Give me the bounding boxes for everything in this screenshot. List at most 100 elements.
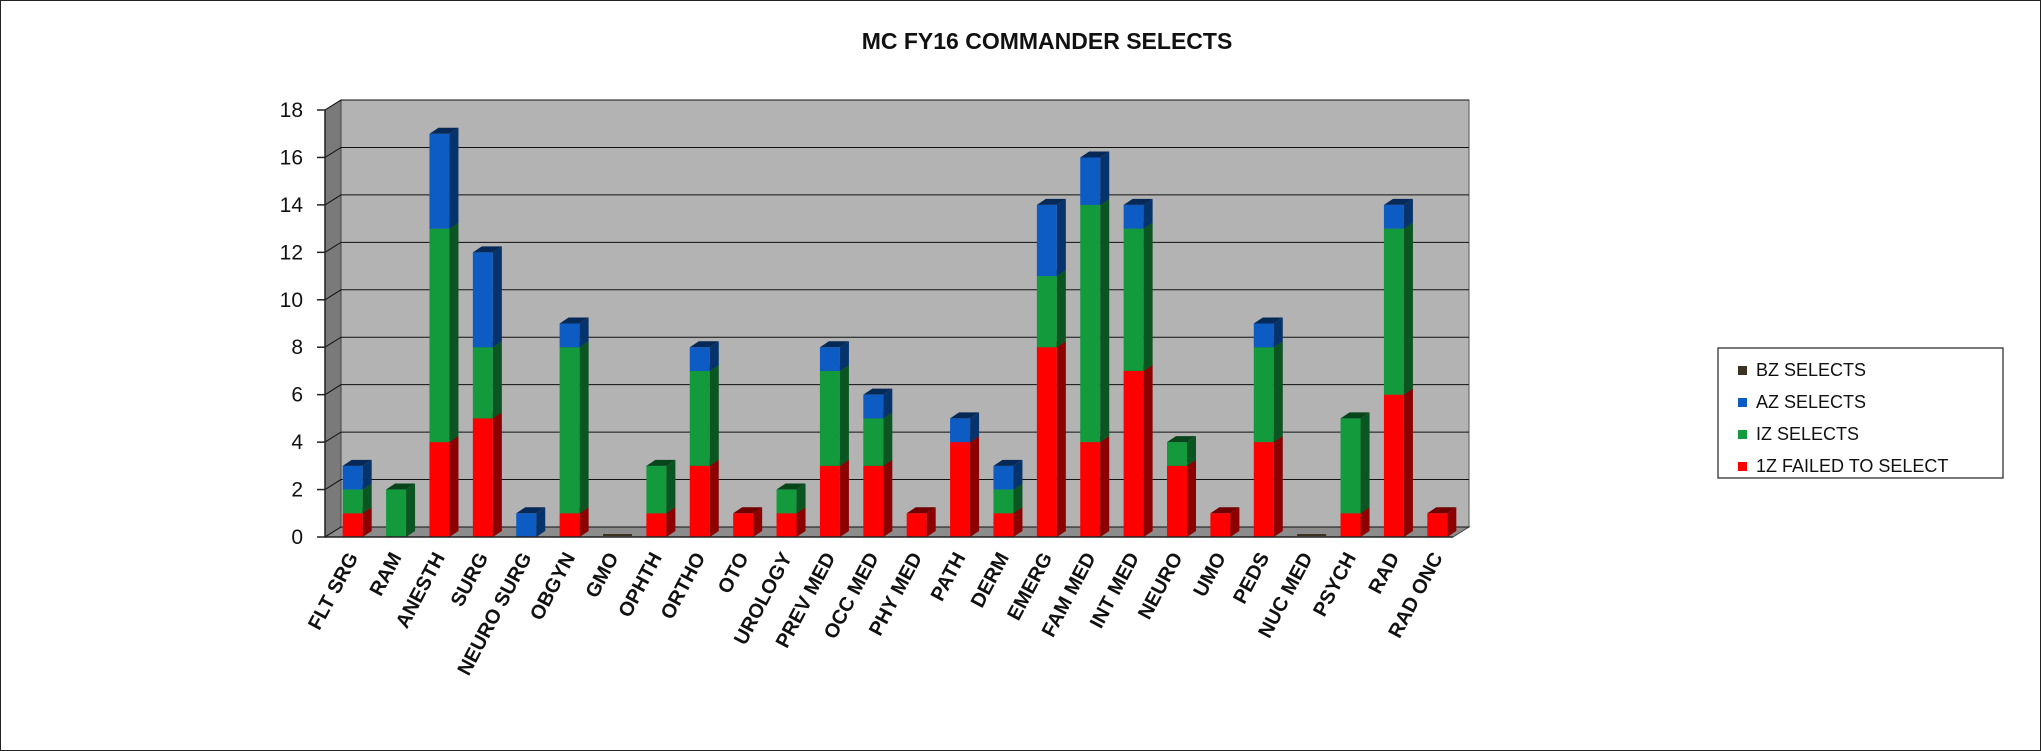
legend-label: AZ SELECTS — [1756, 392, 1866, 412]
bar-segment-side — [1100, 151, 1110, 205]
bars — [342, 127, 1457, 537]
bar-segment — [689, 347, 710, 371]
y-tick-label: 2 — [291, 479, 303, 502]
bar-segment-side — [536, 507, 546, 537]
bar-segment-side — [839, 364, 849, 466]
bar-segment — [429, 228, 450, 443]
bar-segment-top — [1123, 198, 1153, 205]
bar-segment-top — [863, 388, 893, 395]
bar-segment — [472, 418, 493, 537]
bar-segment-side — [666, 507, 676, 537]
bar-segment-side — [1447, 507, 1457, 537]
bar-segment-side — [1056, 198, 1066, 277]
bar-segment-side — [1360, 412, 1370, 514]
side-wall — [324, 99, 342, 538]
bar-segment-side — [1403, 388, 1413, 537]
bar-segment-top — [472, 246, 502, 253]
bar-segment-top — [516, 507, 546, 514]
bar-segment-side — [1013, 483, 1023, 514]
bar-stack — [1167, 436, 1196, 537]
bar-segment — [386, 489, 407, 537]
bar-segment — [776, 513, 797, 537]
bar-segment-top — [429, 127, 459, 134]
bar-stack — [950, 412, 980, 537]
bar-segment-top — [906, 507, 936, 514]
legend: BZ SELECTS AZ SELECTS IZ SELECTS 1Z FAILED … — [1717, 347, 2004, 479]
y-tick-label: 0 — [291, 526, 303, 549]
bar-segment — [1080, 157, 1101, 205]
bar-segment-side — [926, 507, 936, 537]
bar-segment-top — [1167, 436, 1196, 443]
bar-segment — [819, 370, 840, 466]
bar-segment — [559, 513, 580, 537]
bar-stack — [1080, 151, 1110, 537]
bar-segment-side — [796, 507, 806, 537]
bar-segment-side — [406, 483, 416, 537]
bar-segment — [472, 347, 493, 419]
bar-segment-top — [776, 483, 806, 490]
bar-segment — [863, 394, 884, 419]
bar-segment-side — [492, 246, 502, 348]
y-tick-label: 16 — [280, 146, 303, 169]
bar-segment-side — [1143, 364, 1153, 537]
bar-segment-top — [1210, 507, 1240, 514]
bar-segment-top — [386, 483, 416, 490]
bar-stack — [1340, 412, 1370, 537]
bar-segment — [950, 418, 971, 443]
bar-segment-side — [709, 341, 719, 371]
x-tick-label: PATH — [927, 549, 971, 605]
bar-segment-side — [796, 483, 806, 514]
y-tick-label: 10 — [280, 289, 303, 312]
bar-segment-side — [1013, 459, 1023, 490]
bar-stack — [472, 246, 502, 537]
bar-segment-side — [449, 436, 459, 537]
bar-stack — [733, 507, 763, 537]
bar-segment — [1080, 442, 1101, 537]
y-tick-label: 8 — [291, 336, 303, 359]
bar-stack — [1253, 317, 1283, 537]
bar-segment-side — [1230, 507, 1240, 537]
bar-segment-side — [753, 507, 763, 537]
gridline — [324, 146, 1469, 158]
bar-segment-side — [1273, 341, 1283, 443]
bar-segment-side — [1143, 222, 1153, 371]
y-tick-label: 14 — [280, 194, 304, 217]
bar-segment-side — [1187, 459, 1196, 537]
bar-segment-side — [1056, 270, 1066, 348]
bar-segment-top — [993, 459, 1023, 466]
bar-segment-side — [362, 483, 372, 514]
bar-segment — [342, 513, 363, 537]
bar-segment-side — [362, 459, 372, 490]
legend-swatch — [1738, 398, 1747, 407]
bar-stack — [342, 459, 372, 537]
bar-segment — [1123, 370, 1144, 537]
bar-segment — [1383, 394, 1404, 537]
bar-segment — [993, 465, 1014, 490]
bar-segment — [1036, 276, 1057, 348]
bar-stack — [429, 127, 459, 537]
bar-segment — [863, 418, 884, 466]
bar-segment — [776, 489, 797, 514]
chart-title: MC FY16 COMMANDER SELECTS — [862, 28, 1233, 54]
legend-label: IZ SELECTS — [1756, 424, 1859, 444]
gridline — [324, 99, 1469, 111]
bar-segment — [689, 370, 710, 466]
bar-stack — [386, 483, 416, 537]
x-tick-label: PEDS — [1229, 549, 1274, 607]
bar-segment-side — [970, 412, 980, 443]
y-axis: 0 2 4 6 8 10 12 14 16 18 — [280, 99, 326, 549]
bar-segment — [689, 465, 710, 537]
x-tick-label: GMO — [582, 549, 624, 602]
bar-segment-side — [883, 412, 893, 466]
bar-segment — [1383, 204, 1404, 229]
bar-segment — [1167, 442, 1187, 466]
bar-stack — [819, 341, 849, 537]
bar-segment — [863, 465, 884, 537]
bar-segment-top — [819, 341, 849, 348]
bar-stack — [516, 507, 546, 537]
bar-segment-side — [1013, 507, 1023, 537]
bar-segment-side — [1100, 198, 1110, 443]
legend-box — [1717, 347, 2004, 479]
bar-segment-side — [883, 459, 893, 537]
